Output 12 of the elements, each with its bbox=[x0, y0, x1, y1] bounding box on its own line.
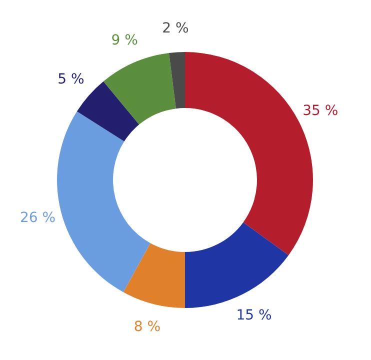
data-label: 2 % bbox=[162, 20, 189, 36]
data-label: 9 % bbox=[111, 32, 138, 48]
donut-slice bbox=[185, 222, 289, 308]
donut-slice bbox=[103, 53, 176, 125]
data-label: 5 % bbox=[58, 71, 84, 88]
donut-slice bbox=[168, 52, 185, 109]
donut-slice bbox=[57, 111, 150, 292]
donut-slice bbox=[123, 243, 185, 308]
data-label: 8 % bbox=[134, 319, 161, 336]
data-label: 15 % bbox=[236, 307, 272, 324]
data-label: 26 % bbox=[20, 210, 56, 226]
data-label: 35 % bbox=[302, 102, 338, 119]
